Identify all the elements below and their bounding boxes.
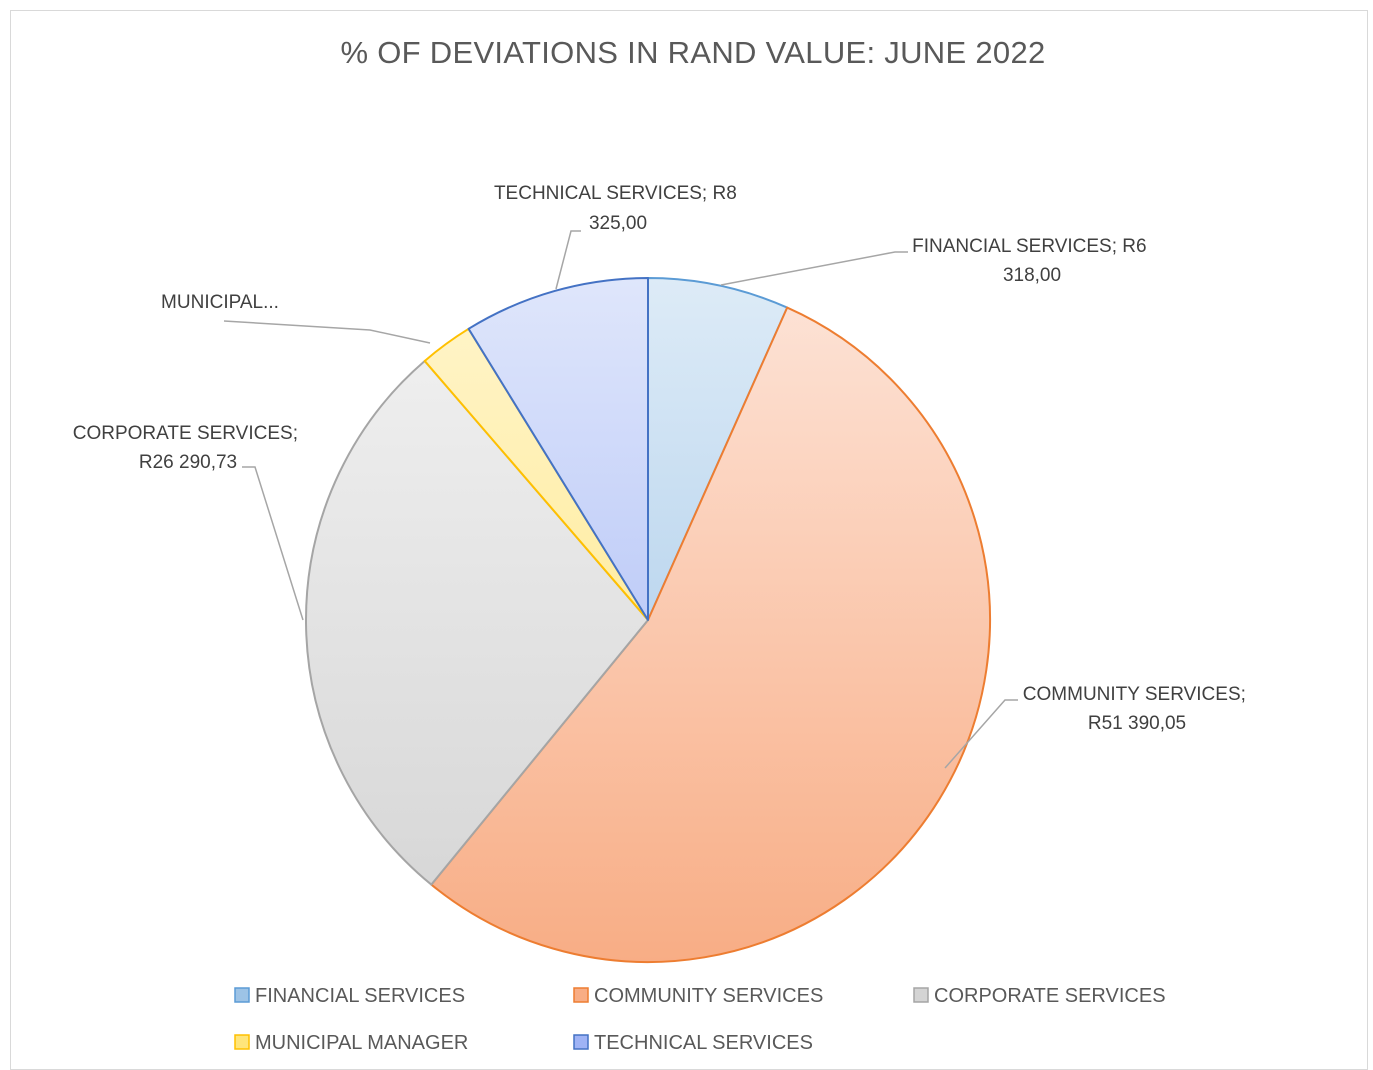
leader-lines bbox=[223, 230, 1018, 769]
pie-slices bbox=[305, 277, 991, 963]
data-label-community: COMMUNITY SERVICES; R51 390,05 bbox=[1023, 684, 1251, 734]
pie-slice-financial[interactable] bbox=[647, 277, 789, 621]
leader-line-community bbox=[944, 699, 1018, 769]
data-label-financial: FINANCIAL SERVICES; R6 318,00 bbox=[912, 236, 1152, 286]
legend-label-municipal: MUNICIPAL MANAGER bbox=[255, 1032, 468, 1054]
leader-line-technical bbox=[555, 230, 581, 290]
legend-swatch-corporate bbox=[913, 987, 929, 1003]
chart-title: % OF DEVIATIONS IN RAND VALUE: JUNE 2022 bbox=[340, 35, 1045, 70]
legend-label-financial: FINANCIAL SERVICES bbox=[255, 985, 465, 1007]
data-label-corporate: CORPORATE SERVICES; R26 290,73 bbox=[73, 423, 304, 473]
legend-label-corporate: CORPORATE SERVICES bbox=[934, 985, 1166, 1007]
legend-swatch-financial bbox=[234, 987, 250, 1003]
data-label-municipal: MUNICIPAL... bbox=[161, 292, 279, 313]
pie-slice-community[interactable] bbox=[430, 306, 991, 963]
legend-item-technical[interactable]: TECHNICAL SERVICES bbox=[573, 1032, 813, 1054]
leader-line-corporate bbox=[242, 466, 304, 621]
pie-slice-corporate[interactable] bbox=[305, 359, 649, 886]
data-labels: FINANCIAL SERVICES; R6 318,00 COMMUNITY … bbox=[73, 183, 1251, 734]
legend-item-community[interactable]: COMMUNITY SERVICES bbox=[573, 985, 823, 1007]
leader-line-financial bbox=[720, 251, 908, 286]
legend-item-corporate[interactable]: CORPORATE SERVICES bbox=[913, 985, 1166, 1007]
legend-label-community: COMMUNITY SERVICES bbox=[594, 985, 823, 1007]
legend-label-technical: TECHNICAL SERVICES bbox=[594, 1032, 813, 1054]
legend-item-financial[interactable]: FINANCIAL SERVICES bbox=[234, 985, 465, 1007]
legend: FINANCIAL SERVICES COMMUNITY SERVICES CO… bbox=[234, 985, 1166, 1054]
pie-slice-technical[interactable] bbox=[467, 277, 649, 621]
legend-swatch-community bbox=[573, 987, 589, 1003]
legend-swatch-technical bbox=[573, 1034, 589, 1050]
legend-swatch-municipal bbox=[234, 1034, 250, 1050]
data-label-technical: TECHNICAL SERVICES; R8 325,00 bbox=[494, 183, 742, 234]
leader-line-municipal bbox=[223, 320, 431, 344]
legend-item-municipal[interactable]: MUNICIPAL MANAGER bbox=[234, 1032, 468, 1054]
